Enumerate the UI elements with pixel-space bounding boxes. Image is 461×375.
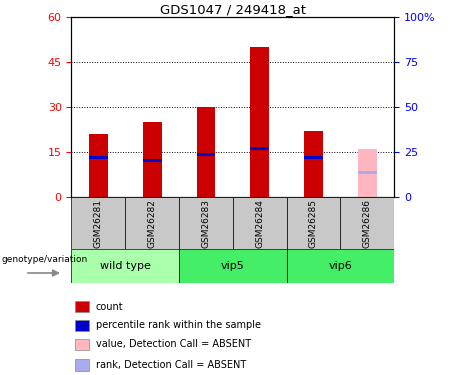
Text: GSM26283: GSM26283 [201, 199, 210, 248]
Bar [75, 339, 89, 350]
Bar [233, 197, 287, 249]
Bar [179, 197, 233, 249]
Bar [304, 131, 323, 197]
Bar [287, 197, 340, 249]
Text: GSM26284: GSM26284 [255, 199, 264, 248]
Bar [250, 147, 269, 150]
Bar [75, 320, 89, 331]
Text: genotype/variation: genotype/variation [1, 255, 88, 264]
Text: GSM26285: GSM26285 [309, 199, 318, 248]
Title: GDS1047 / 249418_at: GDS1047 / 249418_at [160, 3, 306, 16]
Text: percentile rank within the sample: percentile rank within the sample [96, 321, 260, 330]
Text: value, Detection Call = ABSENT: value, Detection Call = ABSENT [96, 339, 251, 350]
Bar [71, 197, 125, 249]
Bar [125, 197, 179, 249]
Bar [89, 156, 108, 159]
Text: GSM26286: GSM26286 [363, 199, 372, 248]
Bar [143, 122, 161, 197]
Bar [340, 197, 394, 249]
Bar [196, 107, 215, 197]
Bar [358, 149, 377, 197]
Bar [358, 171, 377, 174]
Text: vip6: vip6 [329, 261, 352, 271]
Text: GSM26282: GSM26282 [148, 199, 157, 248]
Text: vip5: vip5 [221, 261, 245, 271]
Text: GSM26281: GSM26281 [94, 199, 103, 248]
Bar [179, 249, 287, 283]
Bar [196, 153, 215, 156]
Bar [304, 156, 323, 159]
Bar [75, 359, 89, 371]
Bar [75, 301, 89, 312]
Text: wild type: wild type [100, 261, 151, 271]
Bar [250, 47, 269, 197]
Text: count: count [96, 302, 123, 312]
Bar [71, 249, 179, 283]
Text: rank, Detection Call = ABSENT: rank, Detection Call = ABSENT [96, 360, 246, 370]
Bar [143, 159, 161, 162]
Bar [89, 134, 108, 197]
Bar [287, 249, 394, 283]
